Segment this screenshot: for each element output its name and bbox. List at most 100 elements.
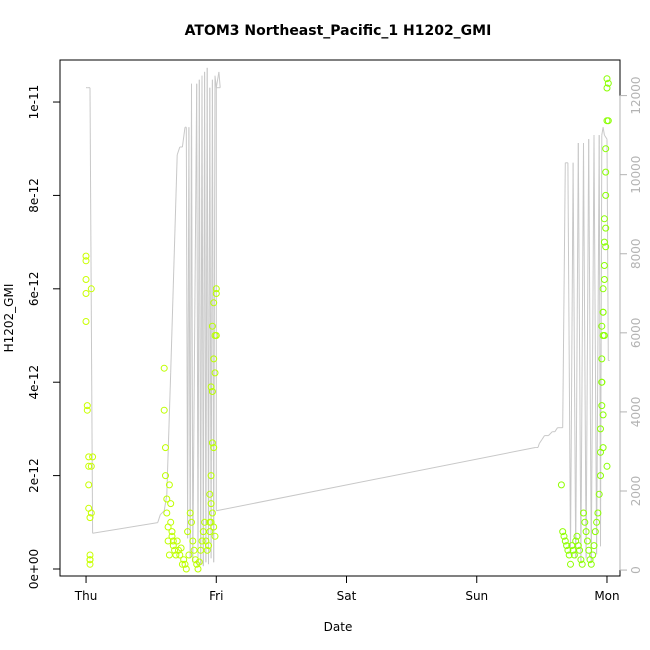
data-point bbox=[559, 528, 567, 536]
altitude-line-segment bbox=[585, 139, 590, 559]
x-tick-label: Sat bbox=[337, 589, 357, 603]
data-point bbox=[600, 332, 608, 339]
data-point bbox=[577, 556, 585, 564]
altitude-line-segment bbox=[89, 87, 94, 534]
altitude-line-segment bbox=[159, 510, 165, 516]
y2-tick-label: 0 bbox=[629, 566, 643, 574]
data-point bbox=[211, 532, 219, 540]
data-point bbox=[594, 509, 602, 517]
data-point bbox=[600, 238, 608, 246]
data-point bbox=[603, 84, 611, 92]
data-point bbox=[160, 406, 168, 414]
data-point bbox=[182, 565, 190, 573]
y2-tick-label: 10000 bbox=[629, 156, 643, 194]
data-point bbox=[83, 406, 91, 414]
y-tick-label: 8e-12 bbox=[27, 178, 41, 213]
data-point bbox=[580, 509, 587, 517]
data-point bbox=[604, 117, 612, 125]
data-point bbox=[589, 551, 597, 559]
data-point bbox=[207, 472, 215, 480]
data-point bbox=[206, 528, 214, 536]
y2-axis: 0 2000 4000 6000 8000 10000 12000 bbox=[619, 76, 643, 574]
data-point bbox=[557, 481, 565, 489]
altitude-line-segment bbox=[181, 127, 186, 148]
data-point bbox=[82, 276, 90, 283]
data-point bbox=[85, 453, 93, 461]
data-point bbox=[203, 546, 211, 554]
data-point bbox=[585, 546, 593, 554]
data-point bbox=[583, 537, 591, 545]
x-tick-label: Thu bbox=[74, 589, 98, 603]
altitude-line-segment bbox=[192, 83, 198, 563]
altitude-line-segment bbox=[590, 135, 595, 563]
altitude-line-segment bbox=[166, 372, 172, 495]
data-point bbox=[604, 79, 612, 87]
data-point bbox=[168, 528, 176, 536]
point-layer bbox=[82, 75, 612, 573]
data-point bbox=[573, 532, 581, 540]
data-point bbox=[210, 523, 218, 531]
altitude-line-segment bbox=[216, 447, 536, 512]
y-tick-label: 4e-12 bbox=[27, 365, 41, 400]
data-point bbox=[597, 425, 604, 433]
data-point bbox=[85, 462, 93, 470]
data-point bbox=[181, 560, 189, 568]
altitude-line-segment bbox=[606, 139, 609, 361]
data-point bbox=[565, 551, 573, 559]
altitude-line-segment bbox=[218, 71, 221, 88]
altitude-line-segment bbox=[554, 427, 558, 432]
data-point bbox=[590, 542, 598, 550]
x-tick-label: Fri bbox=[209, 589, 223, 603]
altitude-line-layer bbox=[86, 67, 610, 567]
data-point bbox=[598, 355, 606, 363]
data-point bbox=[163, 509, 171, 517]
data-point bbox=[210, 355, 218, 363]
data-point bbox=[600, 262, 608, 269]
data-point bbox=[581, 518, 589, 526]
altitude-line-segment bbox=[572, 162, 577, 559]
data-point bbox=[598, 322, 606, 330]
altitude-line-segment bbox=[541, 435, 545, 440]
data-point bbox=[578, 560, 586, 568]
y-tick-label: 1e-11 bbox=[27, 85, 41, 120]
data-point bbox=[195, 558, 203, 566]
x-tick-label: Mon bbox=[594, 589, 619, 603]
data-point bbox=[167, 500, 175, 508]
data-point bbox=[194, 565, 202, 573]
data-point bbox=[597, 472, 604, 480]
data-point bbox=[171, 546, 179, 554]
data-point bbox=[176, 551, 184, 559]
y-axis-label: H1202_GMI bbox=[2, 284, 16, 353]
data-point bbox=[163, 495, 171, 503]
data-point bbox=[169, 537, 177, 545]
data-point bbox=[603, 75, 611, 83]
data-point bbox=[208, 439, 216, 447]
data-point bbox=[212, 285, 220, 293]
data-point bbox=[210, 299, 218, 307]
altitude-line-segment bbox=[567, 162, 571, 555]
x-tick-label: Sun bbox=[465, 589, 488, 603]
data-point bbox=[210, 444, 218, 452]
data-point bbox=[599, 444, 607, 452]
data-point bbox=[570, 551, 578, 559]
data-point bbox=[164, 537, 172, 545]
altitude-line-segment bbox=[213, 75, 216, 563]
altitude-line-segment bbox=[588, 139, 592, 563]
altitude-line-segment bbox=[548, 431, 553, 436]
y-tick-label: 6e-12 bbox=[27, 272, 41, 307]
data-point bbox=[167, 518, 175, 526]
data-point bbox=[173, 537, 181, 545]
data-point bbox=[599, 411, 607, 419]
data-point bbox=[83, 402, 91, 410]
data-point bbox=[602, 191, 610, 199]
data-point bbox=[598, 402, 606, 410]
altitude-line-segment bbox=[191, 83, 194, 563]
data-point bbox=[160, 364, 168, 372]
data-point bbox=[191, 556, 199, 564]
data-point bbox=[82, 257, 90, 265]
data-point bbox=[186, 509, 194, 517]
data-point bbox=[567, 560, 574, 568]
y-axis: 0e+00 2e-12 4e-12 6e-12 8e-12 1e-11 bbox=[27, 85, 61, 589]
data-point bbox=[206, 518, 214, 526]
